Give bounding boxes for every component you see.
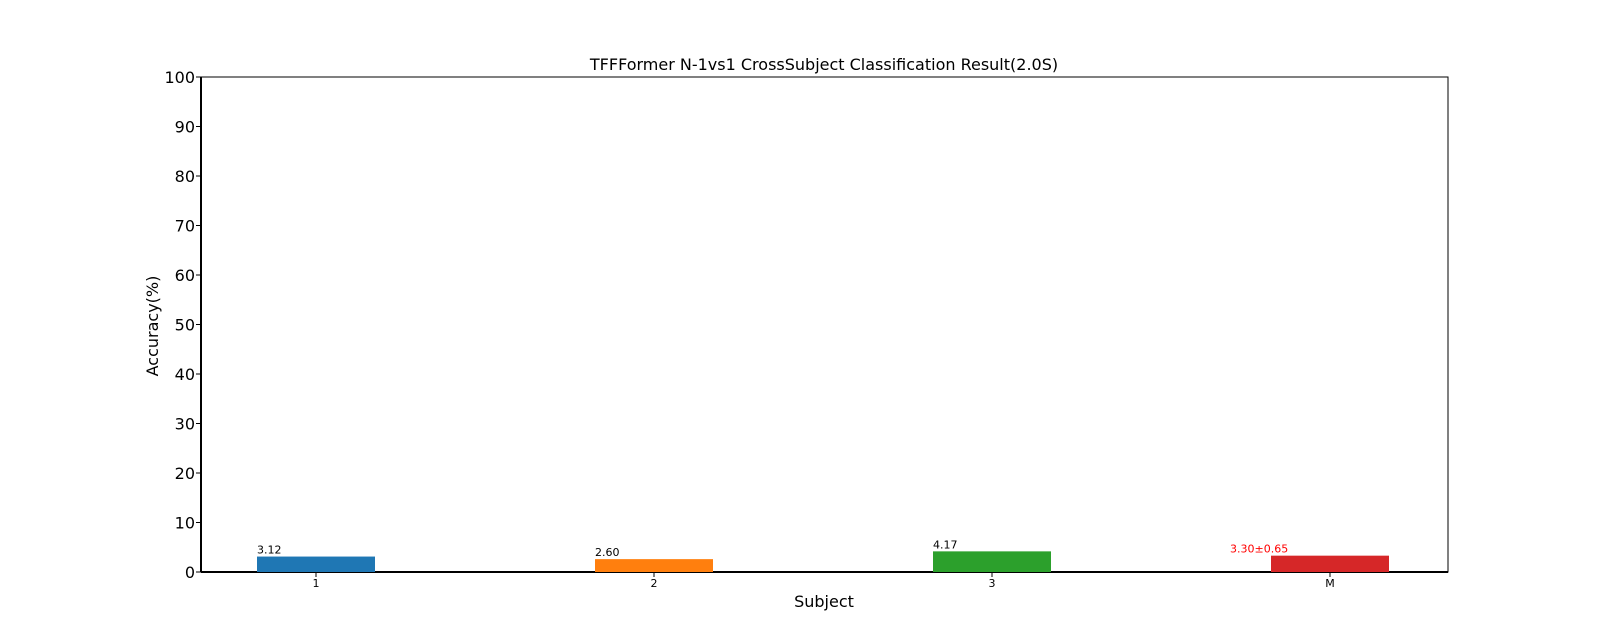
y-tick-label: 40 bbox=[175, 365, 195, 384]
x-tick-label: 3 bbox=[989, 577, 996, 590]
y-tick-label: 90 bbox=[175, 118, 195, 137]
data-label-M: 3.30±0.65 bbox=[1230, 543, 1288, 556]
x-axis-title: Subject bbox=[794, 592, 854, 611]
x-axis-ticks: 1 2 3 M bbox=[313, 572, 1335, 590]
y-tick-label: 70 bbox=[175, 217, 195, 236]
x-tick-label: 2 bbox=[651, 577, 658, 590]
y-axis-ticks: 0 10 20 30 40 50 60 70 80 90 100 bbox=[164, 68, 201, 582]
data-label-3: 4.17 bbox=[933, 538, 958, 551]
x-tick-label: M bbox=[1325, 577, 1335, 590]
plot-area bbox=[200, 76, 1449, 573]
y-tick-label: 100 bbox=[164, 68, 195, 87]
y-tick-label: 20 bbox=[175, 464, 195, 483]
chart-title: TFFFormer N-1vs1 CrossSubject Classifica… bbox=[589, 55, 1058, 74]
bar-1 bbox=[257, 556, 375, 572]
bar-M bbox=[1271, 555, 1389, 572]
y-tick-label: 80 bbox=[175, 167, 195, 186]
y-tick-label: 0 bbox=[185, 563, 195, 582]
y-tick-label: 50 bbox=[175, 316, 195, 335]
x-tick-label: 1 bbox=[313, 577, 320, 590]
bar-2 bbox=[595, 559, 713, 572]
bar-3 bbox=[933, 551, 1051, 572]
y-tick-label: 10 bbox=[175, 514, 195, 533]
data-label-1: 3.12 bbox=[257, 544, 282, 557]
data-label-2: 2.60 bbox=[595, 546, 620, 559]
y-axis-title: Accuracy(%) bbox=[143, 276, 162, 377]
y-tick-label: 60 bbox=[175, 266, 195, 285]
y-tick-label: 30 bbox=[175, 415, 195, 434]
bars-group: 3.12 2.60 4.17 3.30±0.65 bbox=[257, 538, 1389, 572]
